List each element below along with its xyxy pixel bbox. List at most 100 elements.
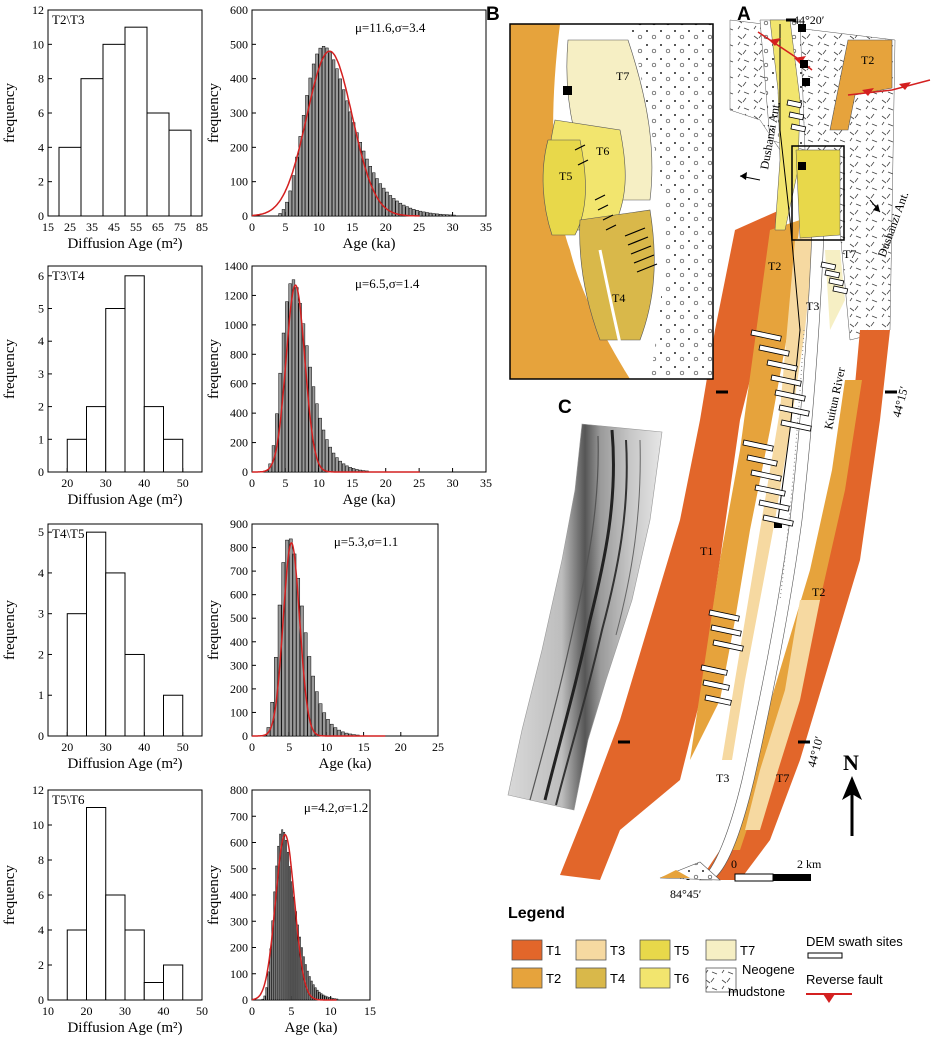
histogram-bar bbox=[300, 947, 303, 1001]
y-tick-label: 0 bbox=[38, 729, 44, 743]
y-axis-label: frequency bbox=[206, 339, 222, 399]
x-tick-label: 10 bbox=[42, 1004, 54, 1018]
x-tick-label: 35 bbox=[480, 476, 492, 490]
inset-label-t7: T7 bbox=[616, 69, 629, 83]
histogram-bar bbox=[368, 166, 372, 217]
x-tick-label: 20 bbox=[380, 220, 392, 234]
histogram-bar bbox=[358, 142, 362, 217]
x-tick-label: 50 bbox=[177, 476, 189, 490]
histogram-bar bbox=[279, 833, 282, 1001]
y-tick-label: 1 bbox=[38, 688, 44, 702]
histogram-bar bbox=[314, 987, 317, 1001]
y-tick-label: 200 bbox=[230, 682, 248, 696]
histogram-bar bbox=[322, 712, 327, 737]
y-tick-label: 3 bbox=[38, 367, 44, 381]
legend-neogene-1: Neogene bbox=[742, 962, 795, 977]
label-t7-north: T7 bbox=[843, 247, 856, 261]
histogram-bar bbox=[163, 438, 184, 473]
legend-label-t1: T1 bbox=[546, 943, 561, 958]
legend: Legend T1 T3 T5 T7 T2 T4 T6 Neogene mudstone D… bbox=[508, 905, 903, 1003]
panel-label-b: B bbox=[486, 4, 500, 25]
legend-swatch-t3 bbox=[575, 939, 607, 961]
y-tick-label: 0 bbox=[38, 465, 44, 479]
x-tick-label: 45 bbox=[108, 220, 120, 234]
histogram-bar bbox=[80, 78, 104, 217]
x-tick-label: 35 bbox=[86, 220, 98, 234]
x-tick-label: 25 bbox=[432, 740, 444, 754]
x-tick-label: 40 bbox=[138, 476, 150, 490]
histogram-bar bbox=[291, 175, 296, 217]
histogram-bar bbox=[315, 403, 319, 473]
histogram-bar bbox=[345, 100, 349, 217]
histogram-bar bbox=[271, 920, 274, 1001]
y-tick-label: 500 bbox=[230, 862, 248, 876]
histogram-bar bbox=[298, 936, 301, 1001]
x-tick-label: 20 bbox=[395, 740, 407, 754]
y-tick-label: 4 bbox=[38, 334, 44, 348]
dem-swath-site bbox=[770, 374, 802, 387]
y-tick-label: 6 bbox=[38, 888, 44, 902]
coord-east-1: 44°15′ bbox=[889, 384, 911, 418]
y-tick-label: 900 bbox=[230, 517, 248, 531]
label-t2-south: T2 bbox=[812, 585, 825, 599]
histogram-bar bbox=[338, 460, 342, 473]
legend-swatch-t6 bbox=[639, 967, 671, 989]
label-t1: T1 bbox=[700, 544, 713, 558]
histogram-bar bbox=[124, 26, 148, 217]
x-tick-label: 15 bbox=[358, 740, 370, 754]
y-tick-label: 400 bbox=[230, 406, 248, 420]
histogram-bar bbox=[261, 998, 264, 1001]
histogram-bar bbox=[292, 553, 297, 737]
x-tick-label: 5 bbox=[288, 1004, 294, 1018]
histogram-bar bbox=[66, 613, 87, 737]
dem-swath-site bbox=[828, 277, 845, 287]
x-tick-label: 15 bbox=[346, 476, 358, 490]
dem-swath-site bbox=[766, 359, 798, 372]
dem-swath-site bbox=[762, 514, 794, 527]
fit-annotation: μ=4.2,σ=1.2 bbox=[304, 800, 368, 815]
histogram-bar bbox=[318, 47, 322, 217]
x-tick-label: 15 bbox=[42, 220, 54, 234]
histogram-bar bbox=[338, 78, 342, 217]
dem-swath-site bbox=[754, 484, 786, 497]
dem-swath-site bbox=[758, 344, 790, 357]
legend-neogene-2: mudstone bbox=[728, 984, 785, 999]
histogram-bar bbox=[289, 866, 291, 1001]
histogram-bar bbox=[382, 187, 386, 217]
histogram-bar bbox=[415, 210, 419, 217]
histogram-bar bbox=[285, 201, 289, 217]
x-tick-label: 40 bbox=[138, 740, 150, 754]
x-tick-label: 5 bbox=[282, 220, 288, 234]
histogram-bar bbox=[277, 845, 280, 1001]
histogram-bar bbox=[311, 386, 316, 473]
histogram-bar bbox=[105, 308, 126, 473]
dem-swath-site bbox=[774, 389, 806, 402]
histogram-bar bbox=[311, 675, 315, 737]
histogram-bar bbox=[66, 929, 87, 1001]
y-tick-label: 600 bbox=[230, 588, 248, 602]
coord-bottom: 84°45′ bbox=[670, 887, 702, 901]
chart-3: 0 1 2 3 4 5 6 20 30 40 50 Diffusion Age (m²) frequen… bbox=[2, 265, 203, 508]
histogram-bar bbox=[312, 984, 315, 1001]
y-tick-label: 100 bbox=[230, 705, 248, 719]
y-tick-label: 1000 bbox=[224, 318, 248, 332]
histogram-bar bbox=[281, 829, 284, 1001]
histogram-bar bbox=[335, 68, 339, 217]
histogram-bar bbox=[388, 195, 393, 217]
histogram-bar bbox=[124, 929, 145, 1001]
dem-swath-site bbox=[820, 261, 837, 271]
histogram-bar bbox=[306, 970, 309, 1001]
y-axis-label: frequency bbox=[206, 83, 222, 143]
y-tick-label: 500 bbox=[230, 611, 248, 625]
y-tick-label: 0 bbox=[242, 729, 248, 743]
y-tick-label: 200 bbox=[230, 140, 248, 154]
x-tick-label: 25 bbox=[64, 220, 76, 234]
panel-label-c: C bbox=[558, 397, 572, 418]
label-t2-ne: T2 bbox=[861, 53, 874, 67]
normal-fit-curve bbox=[252, 50, 420, 217]
histogram-bar bbox=[291, 279, 296, 473]
north-label: N bbox=[843, 750, 859, 775]
x-tick-label: 0 bbox=[249, 1004, 255, 1018]
legend-swatch-t1 bbox=[511, 939, 543, 961]
